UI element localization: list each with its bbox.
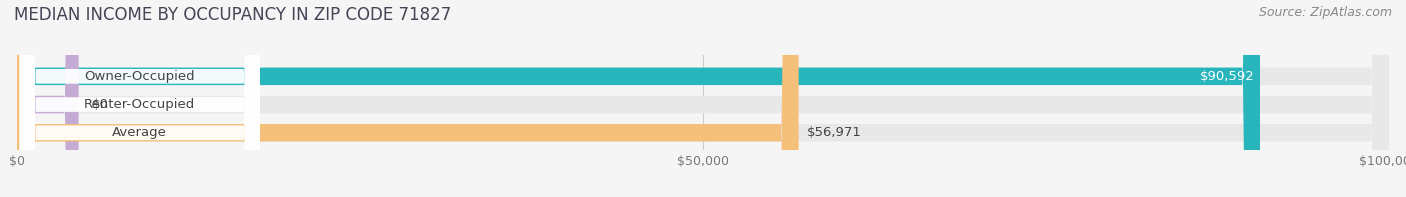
FancyBboxPatch shape (17, 0, 1389, 197)
FancyBboxPatch shape (17, 0, 1389, 197)
Text: $0: $0 (93, 98, 110, 111)
Text: Average: Average (112, 126, 167, 139)
Text: $90,592: $90,592 (1199, 70, 1254, 83)
Text: Renter-Occupied: Renter-Occupied (84, 98, 195, 111)
FancyBboxPatch shape (17, 0, 79, 197)
FancyBboxPatch shape (20, 0, 260, 197)
FancyBboxPatch shape (17, 0, 1389, 197)
FancyBboxPatch shape (17, 0, 1260, 197)
FancyBboxPatch shape (20, 0, 260, 197)
FancyBboxPatch shape (17, 0, 799, 197)
Text: MEDIAN INCOME BY OCCUPANCY IN ZIP CODE 71827: MEDIAN INCOME BY OCCUPANCY IN ZIP CODE 7… (14, 6, 451, 24)
FancyBboxPatch shape (20, 0, 260, 197)
Text: $56,971: $56,971 (807, 126, 862, 139)
Text: Source: ZipAtlas.com: Source: ZipAtlas.com (1258, 6, 1392, 19)
Text: Owner-Occupied: Owner-Occupied (84, 70, 195, 83)
